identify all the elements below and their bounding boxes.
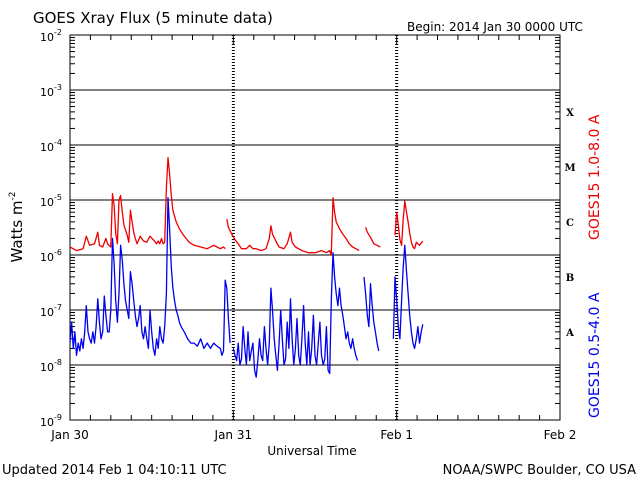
x-tick-label: Jan 30 xyxy=(50,428,89,442)
series-lines xyxy=(69,156,424,378)
y-tick-label: 10-5 xyxy=(40,193,62,209)
y-tick-exponent: -4 xyxy=(54,138,62,147)
flare-class-b: B xyxy=(566,273,574,284)
y-tick-label: 10-6 xyxy=(40,248,62,264)
long-channel-line xyxy=(394,200,424,250)
y-tick-label: 10-9 xyxy=(40,413,62,429)
x-tick-label: Jan 31 xyxy=(214,428,253,442)
y-tick-exponent: -3 xyxy=(54,83,62,92)
flare-class-c: C xyxy=(566,218,574,229)
begin-date: Begin: 2014 Jan 30 0000 UTC xyxy=(407,20,583,34)
short-channel-line xyxy=(392,244,424,350)
day-dividers xyxy=(231,35,399,420)
y-tick-base: 10 xyxy=(40,251,54,264)
flare-class-m: M xyxy=(564,163,575,174)
y-tick-exponent: -2 xyxy=(54,28,62,37)
y-axis-ticks: 10-910-810-710-610-510-410-310-2 xyxy=(40,28,560,429)
x-tick-label: Feb 1 xyxy=(380,428,413,442)
y-axis-label: Watts m-2 xyxy=(8,191,26,262)
y-axis-label-text: Watts m xyxy=(8,200,26,262)
short-channel-line xyxy=(69,197,231,356)
long-channel-line xyxy=(69,156,226,252)
credit-text: NOAA/SWPC Boulder, CO USA xyxy=(443,463,636,478)
y-tick-base: 10 xyxy=(40,141,54,154)
y-axis-label-exponent: -2 xyxy=(8,191,18,200)
long-channel-line xyxy=(226,197,360,256)
y-tick-label: 10-7 xyxy=(40,303,62,319)
x-axis-label: Universal Time xyxy=(267,444,356,458)
legend-long-channel: GOES15 1.0-8.0 A xyxy=(587,114,603,240)
plot-frame xyxy=(69,34,561,421)
y-tick-exponent: -8 xyxy=(54,358,62,367)
svg-text:Watts m-2: Watts m-2 xyxy=(8,191,26,262)
y-tick-base: 10 xyxy=(40,86,54,99)
x-axis-ticks: Jan 30 Jan 31 Feb 1 Feb 2 xyxy=(50,35,576,442)
updated-timestamp: Updated 2014 Feb 1 04:10:11 UTC xyxy=(2,463,227,478)
y-tick-base: 10 xyxy=(40,416,54,429)
y-tick-label: 10-8 xyxy=(40,358,62,374)
y-tick-base: 10 xyxy=(40,306,54,319)
y-tick-label: 10-2 xyxy=(40,28,62,44)
y-tick-base: 10 xyxy=(40,361,54,374)
grid-lines xyxy=(70,89,560,366)
y-tick-label: 10-3 xyxy=(40,83,62,99)
y-tick-base: 10 xyxy=(40,196,54,209)
y-tick-label: 10-4 xyxy=(40,138,62,154)
y-tick-exponent: -7 xyxy=(54,303,62,312)
flare-class-x: X xyxy=(566,108,574,119)
y-tick-exponent: -9 xyxy=(54,413,62,422)
flare-class-labels: X M C B A xyxy=(564,108,575,339)
flare-class-a: A xyxy=(565,328,574,339)
short-channel-line xyxy=(363,276,380,352)
y-tick-base: 10 xyxy=(40,31,54,44)
y-tick-exponent: -5 xyxy=(54,193,62,202)
chart-title: GOES Xray Flux (5 minute data) xyxy=(33,9,273,27)
long-channel-line xyxy=(364,226,381,248)
y-tick-exponent: -6 xyxy=(54,248,62,257)
short-channel-line xyxy=(232,252,359,378)
x-tick-label: Feb 2 xyxy=(544,428,577,442)
legend-short-channel: GOES15 0.5-4.0 A xyxy=(587,292,603,418)
